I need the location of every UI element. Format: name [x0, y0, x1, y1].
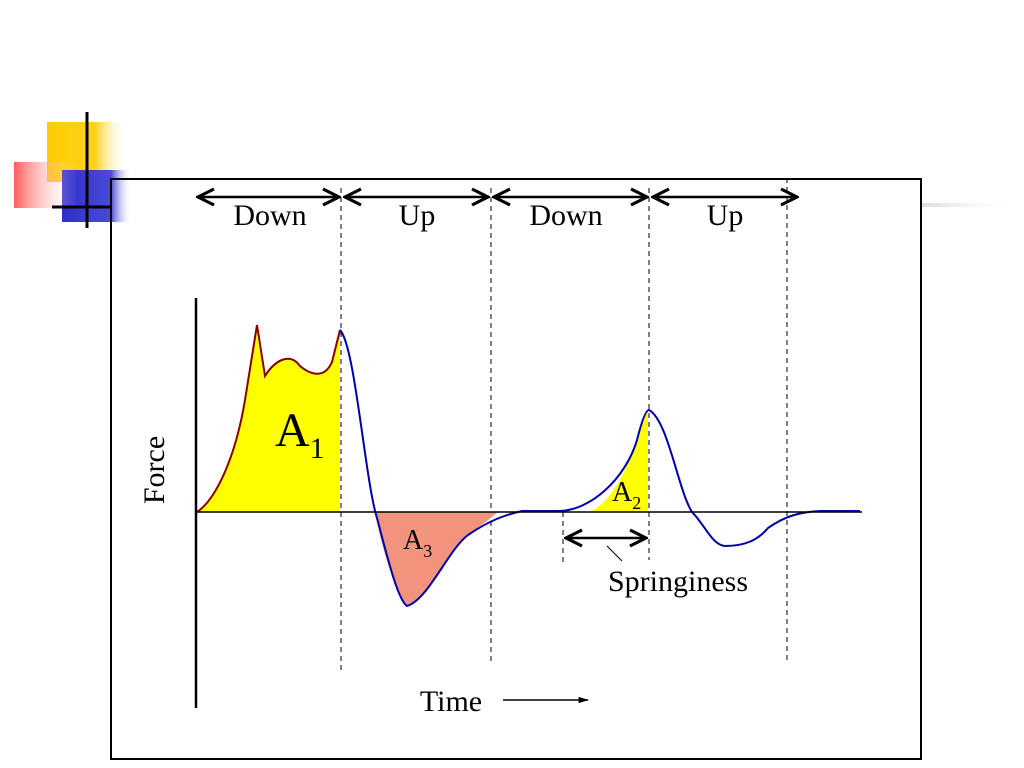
area-2-subscript: 2 [632, 493, 641, 513]
ornament-fade-line [922, 203, 1024, 207]
springiness-label: Springiness [608, 565, 748, 598]
area-1-label: A1 [275, 404, 325, 465]
first-bite-curve [196, 324, 341, 513]
area-3-letter: A [403, 525, 424, 556]
phase-labels: Down Up Down Up [233, 199, 743, 232]
second-bite-curve [339, 329, 860, 608]
phase-label-1: Down [233, 199, 306, 232]
area-3-subscript: 3 [423, 541, 432, 561]
area-2-letter: A [612, 477, 633, 508]
springiness-pointer [606, 545, 623, 562]
phase-label-4: Up [707, 199, 744, 232]
phase-label-3: Down [529, 199, 602, 232]
area-3-fill [375, 512, 498, 606]
area-1-letter: A [275, 404, 310, 457]
area-2-fill [590, 410, 648, 512]
slide-ornament [14, 112, 1024, 228]
diagram-frame [110, 178, 922, 760]
area-2-label: A2 [612, 477, 641, 513]
area-1-fill [197, 325, 340, 512]
area-1-subscript: 1 [310, 432, 325, 465]
area-3-label: A3 [403, 525, 432, 561]
force-axis-label: Force [138, 436, 171, 504]
phase-label-2: Up [399, 199, 436, 232]
time-axis-label: Time [420, 685, 482, 718]
ornament-red-square [14, 162, 78, 208]
phase-separators [340, 178, 788, 670]
